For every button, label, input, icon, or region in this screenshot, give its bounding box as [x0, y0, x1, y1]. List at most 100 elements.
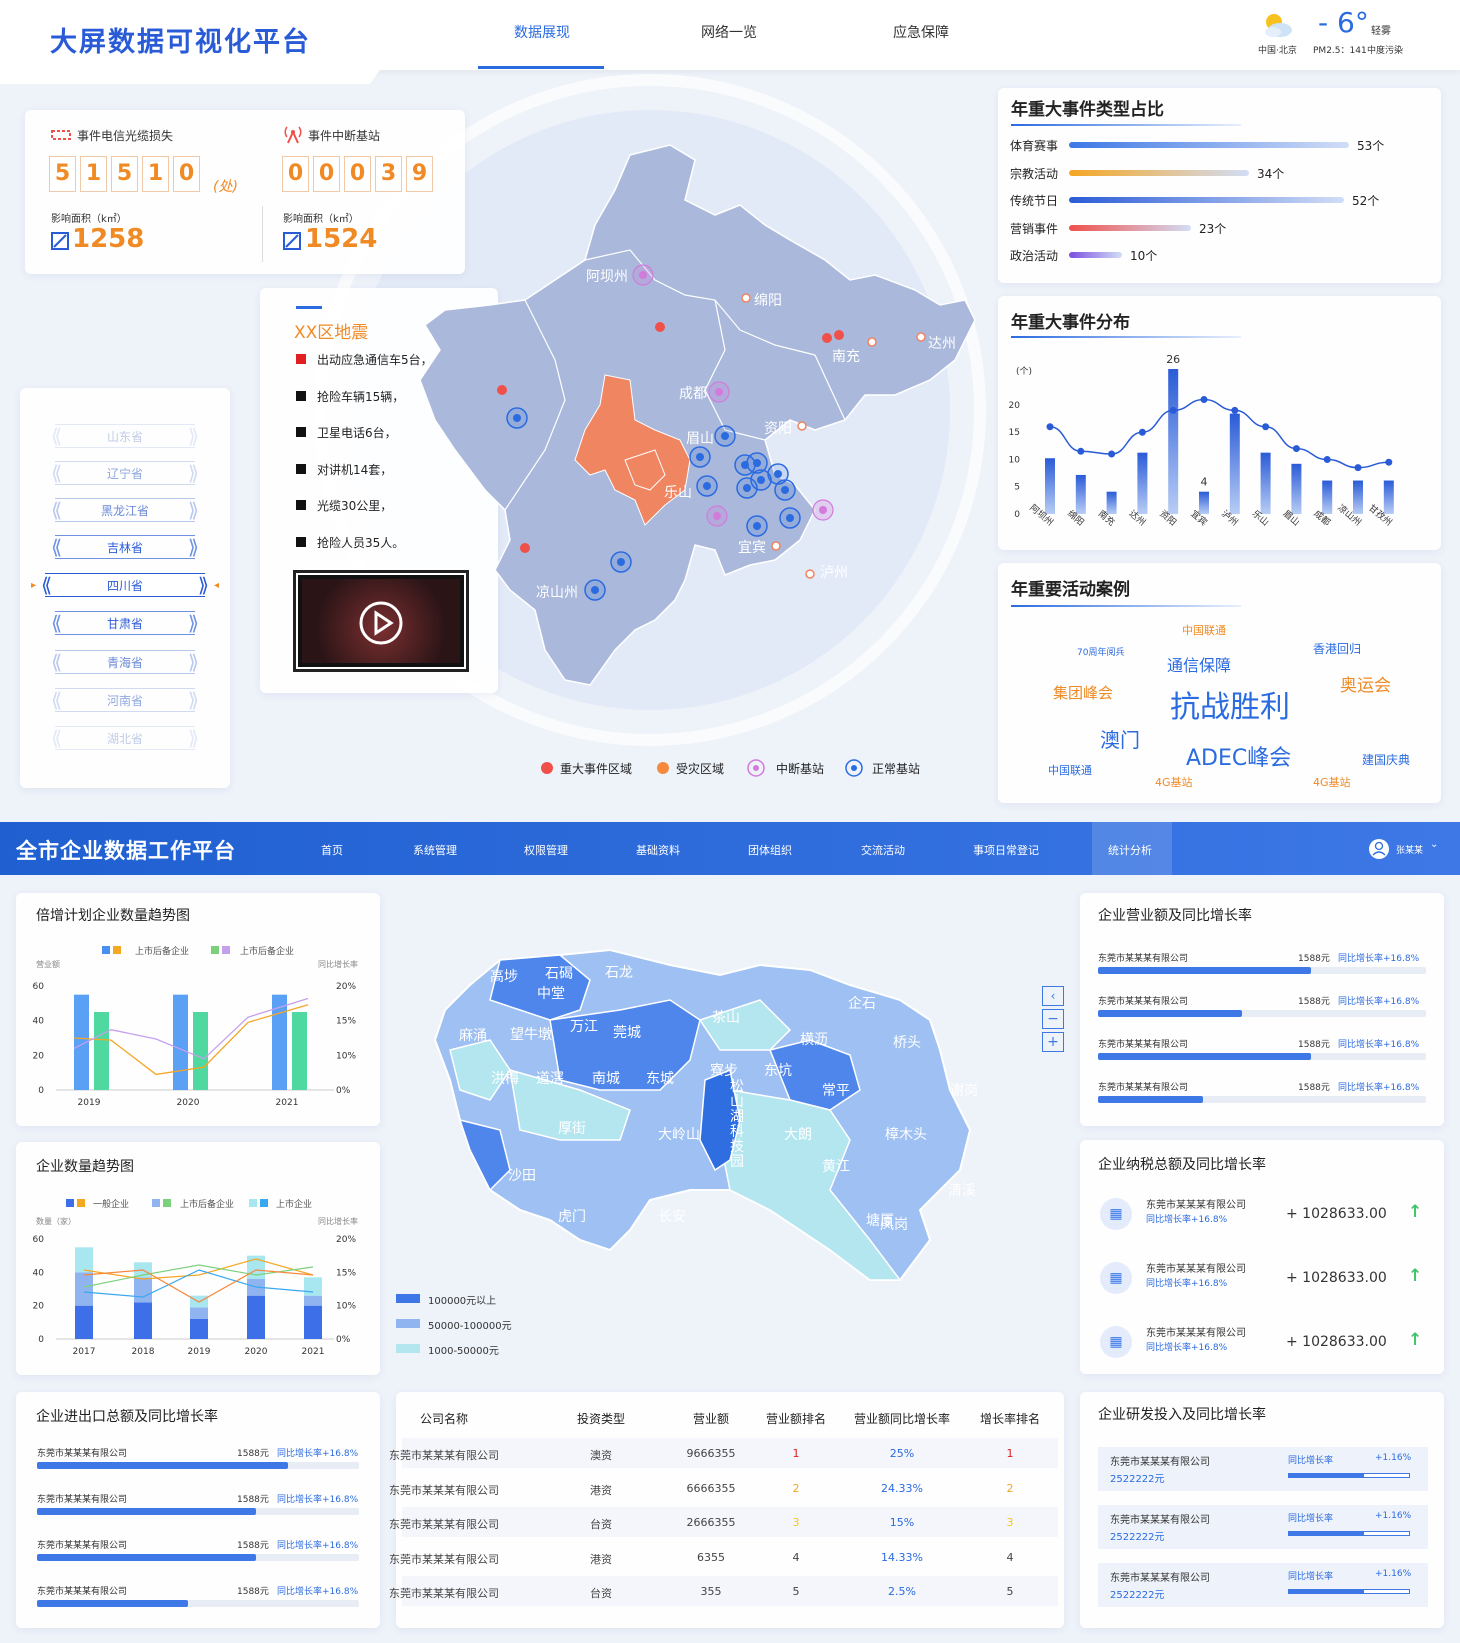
province-item[interactable]: 四川省 ⟪ ⟫ ▸ ◂	[31, 573, 219, 597]
count-bar-middle[interactable]	[190, 1307, 208, 1319]
progress-fill[interactable]	[37, 1462, 288, 1469]
table-header[interactable]: 营业额排名	[765, 1412, 826, 1426]
progress-fill[interactable]	[37, 1508, 256, 1515]
trend-bar-a[interactable]	[272, 994, 287, 1090]
nav-network-overview[interactable]: 网络一览	[701, 25, 757, 41]
count-bar-middle[interactable]	[75, 1272, 93, 1306]
event-type-bar[interactable]	[1069, 169, 1249, 176]
trend-bar-b[interactable]	[292, 1012, 307, 1090]
dist-point[interactable]	[1262, 423, 1270, 431]
count-bar-bottom[interactable]	[247, 1295, 265, 1339]
city-marker[interactable]	[797, 421, 807, 431]
rd-row[interactable]	[1098, 1447, 1428, 1491]
progress-fill[interactable]	[37, 1554, 256, 1561]
nav-daily-register[interactable]: 事项日常登记	[973, 844, 1039, 857]
major-event-marker[interactable]	[822, 333, 832, 343]
count-bar-bottom[interactable]	[75, 1305, 93, 1339]
nav-home[interactable]: 首页	[321, 844, 343, 857]
table-header[interactable]: 营业额同比增长率	[853, 1412, 950, 1426]
sichuan-map[interactable]	[395, 130, 995, 710]
case-word[interactable]: 70周年阅兵	[1077, 648, 1125, 658]
case-word[interactable]: 建国庆典	[1362, 753, 1411, 767]
city-marker[interactable]	[867, 337, 877, 347]
province-item[interactable]: 河南省 ⟪ ⟫	[51, 688, 199, 712]
progress-fill[interactable]	[1098, 1096, 1203, 1103]
case-word[interactable]: 中国联通	[1048, 764, 1092, 777]
table-header[interactable]: 增长率排名	[979, 1412, 1040, 1426]
zoom-out-icon[interactable]: −	[1042, 1009, 1064, 1029]
case-word[interactable]: 4G基站	[1155, 776, 1193, 789]
case-word[interactable]: 集团峰会	[1053, 684, 1114, 702]
case-word[interactable]: 奥运会	[1340, 676, 1391, 696]
count-bar-middle[interactable]	[304, 1295, 322, 1306]
user-name[interactable]: 张某某	[1396, 846, 1424, 856]
case-word[interactable]: 4G基站	[1313, 776, 1351, 789]
back-icon[interactable]: ‹	[1042, 986, 1064, 1006]
major-event-marker[interactable]	[834, 330, 844, 340]
count-bar-top[interactable]	[75, 1247, 93, 1273]
dist-bar[interactable]	[1229, 413, 1240, 514]
city-marker[interactable]	[916, 332, 926, 342]
nav-basic-data[interactable]: 基础资料	[636, 844, 680, 857]
dist-point[interactable]	[1138, 428, 1146, 436]
table-row[interactable]	[402, 1507, 1058, 1537]
nav-emergency[interactable]: 应急保障	[893, 25, 949, 41]
table-header[interactable]: 营业额	[692, 1412, 729, 1426]
rd-row[interactable]	[1098, 1505, 1428, 1549]
dist-bar[interactable]	[1383, 480, 1394, 514]
count-bar-bottom[interactable]	[134, 1302, 152, 1339]
progress-fill[interactable]	[1288, 1473, 1364, 1478]
case-word[interactable]: 香港回归	[1313, 642, 1362, 656]
province-item[interactable]: 吉林省 ⟪ ⟫	[51, 535, 199, 559]
count-chart[interactable]: 0 20 40 60 0% 10% 15% 20% 2017 2018 2019 2020 2021	[16, 1142, 380, 1375]
dist-point[interactable]	[1169, 406, 1177, 414]
dist-bar[interactable]	[1291, 463, 1302, 514]
dist-bar[interactable]	[1260, 452, 1271, 514]
user-avatar-icon[interactable]	[1368, 838, 1390, 860]
trend-bar-b[interactable]	[193, 1012, 208, 1090]
case-word[interactable]: 抗战胜利	[1170, 690, 1290, 725]
zoom-in-icon[interactable]: +	[1042, 1032, 1064, 1052]
play-icon[interactable]	[358, 600, 404, 646]
rd-row[interactable]	[1098, 1563, 1428, 1607]
city-marker[interactable]	[805, 569, 815, 579]
dist-point[interactable]	[1200, 396, 1208, 404]
table-header[interactable]: 投资类型	[576, 1412, 625, 1426]
city-marker[interactable]	[741, 293, 751, 303]
dist-bar[interactable]	[1168, 369, 1179, 514]
quake-video[interactable]	[293, 570, 469, 672]
dist-bar[interactable]	[1075, 474, 1086, 514]
dist-bar[interactable]	[1045, 458, 1055, 514]
progress-fill[interactable]	[1288, 1589, 1364, 1594]
dist-point[interactable]	[1323, 455, 1331, 463]
progress-fill[interactable]	[1098, 1053, 1311, 1060]
nav-permission[interactable]: 权限管理	[524, 844, 568, 857]
province-item[interactable]: 湖北省 ⟪ ⟫	[51, 726, 199, 750]
progress-fill[interactable]	[1098, 967, 1311, 974]
dist-bar[interactable]	[1199, 491, 1209, 514]
dist-point[interactable]	[1354, 464, 1362, 472]
event-type-bar[interactable]	[1069, 224, 1191, 231]
count-bar-bottom[interactable]	[190, 1319, 208, 1339]
major-event-marker[interactable]	[497, 385, 507, 395]
trend-bar-b[interactable]	[94, 1012, 109, 1090]
event-type-bar[interactable]	[1069, 252, 1122, 258]
dist-point[interactable]	[1231, 406, 1239, 414]
count-bar-middle[interactable]	[134, 1277, 152, 1303]
trend-bar-a[interactable]	[74, 994, 89, 1090]
count-bar-top[interactable]	[304, 1277, 322, 1296]
city-marker[interactable]	[771, 541, 781, 551]
major-event-marker[interactable]	[655, 322, 665, 332]
chevron-down-icon[interactable]: ⌄	[1430, 839, 1439, 850]
case-word[interactable]: 通信保障	[1167, 656, 1232, 675]
nav-exchange[interactable]: 交流活动	[861, 844, 905, 857]
table-row[interactable]	[402, 1438, 1058, 1468]
dist-point[interactable]	[1385, 458, 1393, 466]
dongguan-map[interactable]	[430, 940, 1040, 1340]
nav-organization[interactable]: 团体组织	[748, 844, 792, 857]
province-item[interactable]: 山东省 ⟪ ⟫	[51, 424, 199, 448]
nav-statistics[interactable]: 统计分析	[1108, 844, 1152, 857]
province-item[interactable]: 甘肃省 ⟪ ⟫	[51, 611, 199, 635]
province-item[interactable]: 青海省 ⟪ ⟫	[51, 650, 199, 674]
